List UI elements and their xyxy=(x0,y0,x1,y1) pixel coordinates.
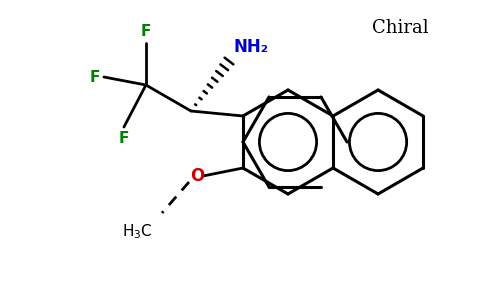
Text: H$_3$C: H$_3$C xyxy=(122,222,153,241)
Text: Chiral: Chiral xyxy=(372,19,428,37)
Text: F: F xyxy=(141,24,151,39)
Text: NH₂: NH₂ xyxy=(234,38,269,56)
Text: F: F xyxy=(119,131,129,146)
Text: O: O xyxy=(190,167,204,185)
Text: F: F xyxy=(90,70,100,85)
